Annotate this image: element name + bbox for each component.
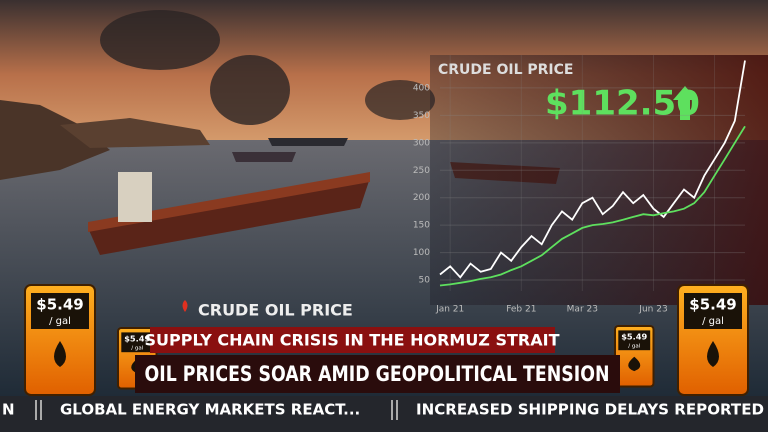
price: $112.50	[545, 84, 700, 124]
x-tick-label: Jun 23	[638, 305, 667, 315]
y-tick-label: 350	[413, 111, 430, 121]
pump-screen	[684, 293, 742, 329]
drop-icon	[182, 300, 188, 312]
ticker-item: INCREASED SHIPPING DELAYS REPORTED	[416, 401, 764, 419]
pump-screen	[31, 293, 89, 329]
pump-price: $5.49	[689, 296, 736, 314]
pump-price: $5.49	[621, 332, 647, 342]
headline-main-bar	[135, 355, 620, 393]
x-tick-label: Feb 21	[506, 305, 536, 315]
x-tick-label: Mar 23	[567, 305, 598, 315]
smoke	[100, 10, 220, 70]
pump-unit: / gal	[131, 345, 143, 351]
pump-unit: / gal	[702, 316, 724, 327]
ship	[268, 138, 348, 146]
y-tick-label: 150	[413, 221, 430, 231]
headline-main: OIL PRICES SOAR AMID GEOPOLITICAL TENSIO…	[145, 362, 610, 386]
y-tick-label: 50	[419, 276, 431, 286]
y-tick-label: 200	[413, 193, 430, 203]
tanker	[88, 178, 370, 255]
tanker-bridge	[118, 172, 152, 222]
ticker-item: N	[2, 401, 15, 419]
pump-unit: / gal	[49, 316, 71, 327]
tanker-deck	[88, 172, 370, 232]
price-line	[439, 60, 746, 279]
cliff	[0, 100, 110, 180]
y-tick-label: 250	[413, 166, 430, 176]
y-tick-label: 300	[413, 138, 430, 148]
pump-screen	[121, 332, 154, 353]
y-tick-label: 400	[413, 83, 430, 93]
ship	[232, 152, 296, 162]
smoke	[210, 55, 290, 125]
pump-price: $5.49	[36, 296, 83, 314]
pump-price: $5.49	[124, 334, 150, 344]
label: CRUDE OIL PRICE	[198, 301, 353, 320]
chart-title: CRUDE OIL PRICE	[438, 62, 573, 78]
smoke	[365, 80, 435, 120]
x-tick-label: Jan 21	[435, 305, 464, 315]
ticker-bar	[0, 396, 768, 432]
headline-top-bar	[150, 327, 555, 353]
pump-drop	[707, 341, 719, 367]
price-line	[439, 125, 746, 287]
hill	[60, 118, 210, 148]
pump-drop	[54, 341, 66, 367]
ticker-item: GLOBAL ENERGY MARKETS REACT...	[60, 401, 360, 419]
up-arrow	[673, 86, 697, 120]
y-tick-label: 100	[413, 248, 430, 258]
headline-top: SUPPLY CHAIN CRISIS IN THE HORMUZ STRAIT	[145, 331, 560, 350]
pump-screen	[618, 330, 651, 351]
pump-unit: / gal	[628, 343, 640, 349]
pump-drop	[628, 356, 641, 372]
